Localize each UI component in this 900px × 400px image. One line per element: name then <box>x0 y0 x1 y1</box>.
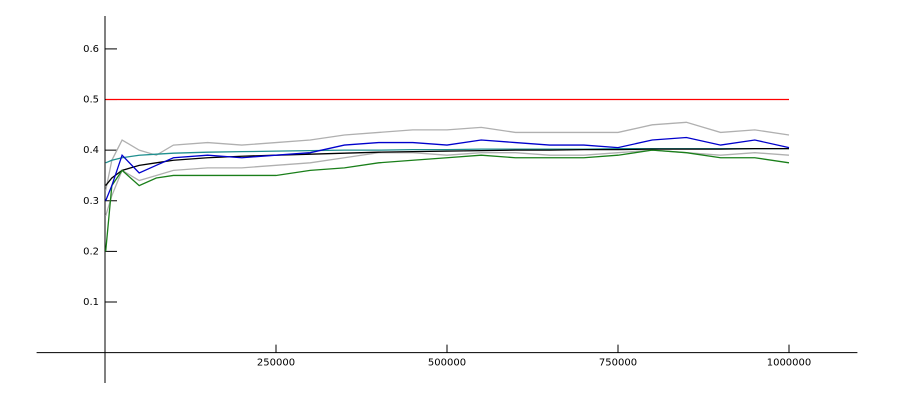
x-tick-label: 500000 <box>428 358 466 369</box>
y-tick-label: 0.1 <box>83 297 99 308</box>
y-tick-label: 0.2 <box>83 246 99 257</box>
y-tick-label: 0.4 <box>83 145 99 156</box>
x-tick-label: 1000000 <box>767 358 812 369</box>
series-line <box>105 149 790 217</box>
series-line <box>105 147 789 186</box>
y-tick-label: 0.5 <box>83 95 99 106</box>
series-line <box>105 136 790 202</box>
x-tick-label: 750000 <box>599 358 637 369</box>
x-tick-label: 250000 <box>257 358 295 369</box>
y-tick-label: 0.3 <box>83 196 99 207</box>
y-tick-label: 0.6 <box>83 44 99 55</box>
series-line <box>105 121 790 191</box>
series-line <box>105 149 790 252</box>
